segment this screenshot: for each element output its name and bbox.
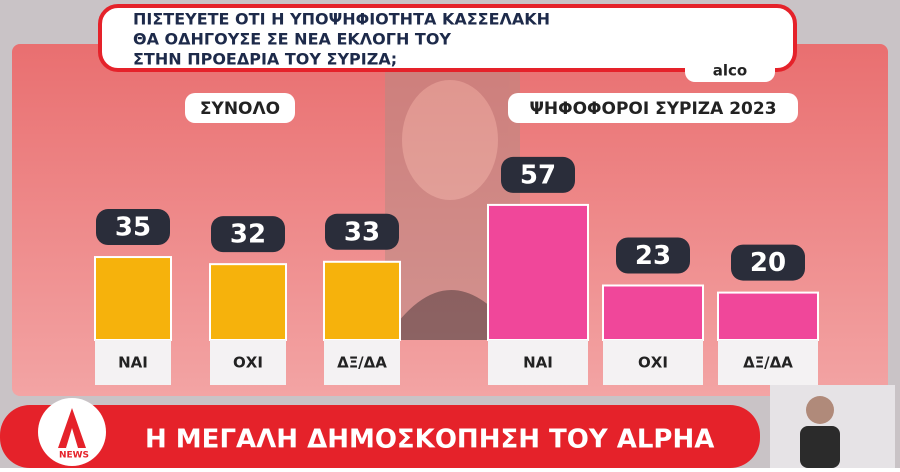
value-label: 23 [635, 241, 671, 271]
category-box [324, 340, 400, 385]
source: alco [713, 62, 747, 80]
group-title-badge [508, 93, 798, 123]
value-badge [211, 216, 285, 253]
footer-band [0, 405, 760, 468]
category-box [210, 340, 286, 385]
group-title: ΨΗΦΟΦΟΡΟΙ ΣΥΡΙΖΑ 2023 [529, 99, 776, 119]
category-label: ΔΞ/ΔΑ [743, 354, 793, 372]
footer-headline: Η ΜΕΓΑΛΗ ΔΗΜΟΣΚΟΠΗΣΗ ΤΟΥ ALPHA [145, 425, 714, 455]
logo-mark [58, 408, 86, 448]
value-badge [325, 213, 399, 250]
category-label: ΝΑΙ [523, 354, 553, 372]
value-badge [616, 237, 690, 274]
value-label: 20 [750, 248, 786, 278]
category-label: ΔΞ/ΔΑ [337, 354, 387, 372]
value-label: 32 [230, 220, 266, 250]
value-badge [501, 156, 575, 193]
category-box [95, 340, 171, 385]
group-title: ΣΥΝΟΛΟ [200, 99, 280, 119]
category-box [718, 340, 818, 385]
bar [209, 263, 287, 341]
group-title-badge [185, 93, 295, 123]
category-box [488, 340, 588, 385]
category-label: ΟΧΙ [233, 354, 263, 372]
logo-text: NEWS [59, 451, 89, 461]
bar [717, 291, 819, 342]
bar [323, 260, 401, 342]
title-box [98, 4, 797, 72]
logo [38, 398, 106, 466]
source-badge [685, 58, 775, 82]
value-label: 35 [115, 213, 151, 243]
value-label: 57 [520, 160, 556, 190]
charts: ΣΥΝΟΛΟ ΝΑΙ 35 ΟΧΙ 32 ΔΞ/ΔΑ 33 ΨΗΦΟΦΟΡΟΙ ΣΥΡΙΖΑ … [94, 93, 819, 385]
title-line: ΘΑ ΟΔΗΓΟΥΣΕ ΣΕ ΝΕΑ ΕΚΛΟΓΗ ΤΟΥ [133, 30, 451, 49]
portrait [385, 70, 520, 340]
title-line: ΠΙΣΤΕΥΕΤΕ ΟΤΙ Η ΥΠΟΨΗΦΙΟΤΗΤΑ ΚΑΣΣΕΛΑΚΗ [133, 10, 550, 29]
bar [602, 284, 704, 341]
value-label: 33 [344, 217, 380, 247]
bar [487, 203, 589, 341]
interpreter-figure [800, 426, 840, 468]
interpreter-figure [806, 396, 834, 424]
category-label: ΝΑΙ [118, 354, 148, 372]
category-label: ΟΧΙ [638, 354, 668, 372]
category-box [603, 340, 703, 385]
title: ΠΙΣΤΕΥΕΤΕ ΟΤΙ Η ΥΠΟΨΗΦΙΟΤΗΤΑ ΚΑΣΣΕΛΑΚΗΘΑ… [133, 10, 550, 69]
value-badge [731, 244, 805, 281]
value-badge [96, 209, 170, 246]
bar [94, 256, 172, 341]
title-line: ΣΤΗΝ ΠΡΟΕΔΡΙΑ ΤΟΥ ΣΥΡΙΖΑ; [133, 50, 397, 69]
